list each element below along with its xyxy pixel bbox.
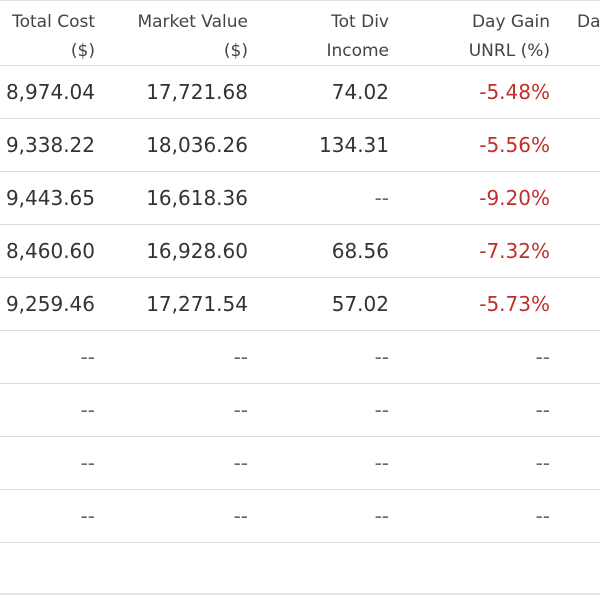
tot-div-income-cell: -- (374, 398, 389, 422)
table-row[interactable]: -- -- -- -- (0, 437, 600, 490)
market-value-cell: 17,721.68 (146, 80, 248, 104)
table-row[interactable]: 8,460.60 16,928.60 68.56 -7.32% (0, 225, 600, 278)
header-total-cost-line1: Total Cost (12, 12, 95, 32)
header-total-cost-line2: ($) (70, 41, 95, 61)
day-gain-unrl-cell: -9.20% (479, 186, 550, 210)
market-value-cell: 17,271.54 (146, 292, 248, 316)
day-gain-unrl-cell: -5.73% (479, 292, 550, 316)
header-truncated-line1: Da (577, 12, 600, 32)
day-gain-unrl-cell: -- (535, 451, 550, 475)
tot-div-income-cell: -- (374, 451, 389, 475)
header-market-value[interactable]: Market Value ($) (137, 8, 248, 66)
table-row[interactable]: -- -- -- -- (0, 490, 600, 543)
day-gain-unrl-cell: -- (535, 345, 550, 369)
total-cost-cell: -- (80, 345, 95, 369)
tot-div-income-cell: -- (374, 345, 389, 369)
header-day-gain-line2: UNRL (%) (468, 41, 550, 61)
total-cost-cell: 8,974.04 (5, 80, 95, 104)
header-tot-div-line1: Tot Div (331, 12, 389, 32)
tot-div-income-cell: 57.02 (331, 292, 389, 316)
tot-div-income-cell: -- (374, 504, 389, 528)
total-cost-cell: 9,338.22 (5, 133, 95, 157)
header-day-gain-line1: Day Gain (471, 12, 550, 32)
tot-div-income-cell: -- (374, 186, 389, 210)
header-tot-div-line2: Income (326, 41, 389, 61)
market-value-cell: -- (233, 451, 248, 475)
total-cost-cell: 9,443.65 (5, 186, 95, 210)
total-cost-cell: -- (80, 451, 95, 475)
table-footer-spacer (0, 543, 600, 595)
table-row[interactable]: 9,338.22 18,036.26 134.31 -5.56% (0, 119, 600, 172)
total-cost-cell: -- (80, 398, 95, 422)
header-market-value-line1: Market Value (137, 12, 248, 32)
table-header: Total Cost ($) Market Value ($) Tot Div … (0, 0, 600, 66)
tot-div-income-cell: 134.31 (319, 133, 389, 157)
day-gain-unrl-cell: -5.56% (479, 133, 550, 157)
market-value-cell: -- (233, 398, 248, 422)
day-gain-unrl-cell: -7.32% (479, 239, 550, 263)
market-value-cell: 16,618.36 (146, 186, 248, 210)
market-value-cell: 16,928.60 (146, 239, 248, 263)
tot-div-income-cell: 68.56 (331, 239, 389, 263)
table-row[interactable]: -- -- -- -- (0, 384, 600, 437)
total-cost-cell: 8,460.60 (5, 239, 95, 263)
header-market-value-line2: ($) (223, 41, 248, 61)
table-row[interactable]: -- -- -- -- (0, 331, 600, 384)
table-row[interactable]: 9,443.65 16,618.36 -- -9.20% (0, 172, 600, 225)
table-row[interactable]: 9,259.46 17,271.54 57.02 -5.73% (0, 278, 600, 331)
day-gain-unrl-cell: -- (535, 504, 550, 528)
table-row[interactable]: 8,974.04 17,721.68 74.02 -5.48% (0, 66, 600, 119)
day-gain-unrl-cell: -- (535, 398, 550, 422)
header-truncated-column[interactable]: Da (577, 8, 600, 37)
market-value-cell: 18,036.26 (146, 133, 248, 157)
header-tot-div-income[interactable]: Tot Div Income (326, 8, 389, 66)
total-cost-cell: -- (80, 504, 95, 528)
tot-div-income-cell: 74.02 (331, 80, 389, 104)
market-value-cell: -- (233, 345, 248, 369)
day-gain-unrl-cell: -5.48% (479, 80, 550, 104)
header-day-gain-unrl[interactable]: Day Gain UNRL (%) (469, 8, 550, 66)
market-value-cell: -- (233, 504, 248, 528)
total-cost-cell: 9,259.46 (5, 292, 95, 316)
header-total-cost[interactable]: Total Cost ($) (12, 8, 95, 66)
table-body: 8,974.04 17,721.68 74.02 -5.48% 9,338.22 18,0… (0, 66, 600, 543)
